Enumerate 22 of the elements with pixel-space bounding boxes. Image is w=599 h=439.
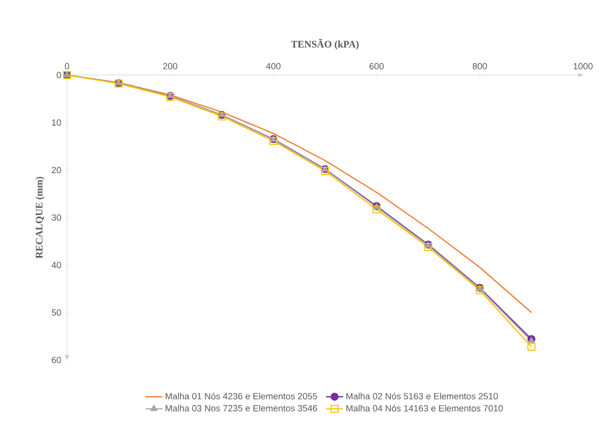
y-tick-label: 50 [52, 309, 62, 316]
point [372, 205, 381, 214]
y-axis-title: RECALQUE (mm) [36, 176, 45, 258]
y-tick-label: 10 [52, 119, 62, 126]
legend-label: Malha 04 Nós 14163 e Elementos 7010 [346, 404, 503, 412]
y-tick-label: 0 [56, 72, 62, 78]
point [527, 342, 536, 351]
y-tick-label: 20 [52, 166, 62, 174]
y-tick-label: 40 [52, 262, 62, 268]
legend-label: Malha 01 Nós 4236 e Elementos 2055 [166, 392, 318, 400]
x-axis-title: TENSÃO (kPA) [291, 38, 359, 50]
point [476, 286, 484, 294]
x-tick-label: 1000 [574, 63, 593, 70]
legend-label: Malha 02 Nós 5163 e Elementos 2510 [346, 392, 498, 400]
x-tick-label: 800 [472, 63, 487, 70]
x-tick-label: 400 [266, 63, 281, 70]
legend-label: Malha 03 Nos 7235 e Elementos 3546 [166, 404, 318, 412]
x-tick-label: 600 [370, 63, 384, 70]
x-tick-label: 200 [163, 63, 178, 70]
y-tick-label: 30 [52, 214, 62, 221]
y-tick-label: 60 [52, 356, 62, 364]
x-tick-label: 0 [64, 63, 70, 70]
